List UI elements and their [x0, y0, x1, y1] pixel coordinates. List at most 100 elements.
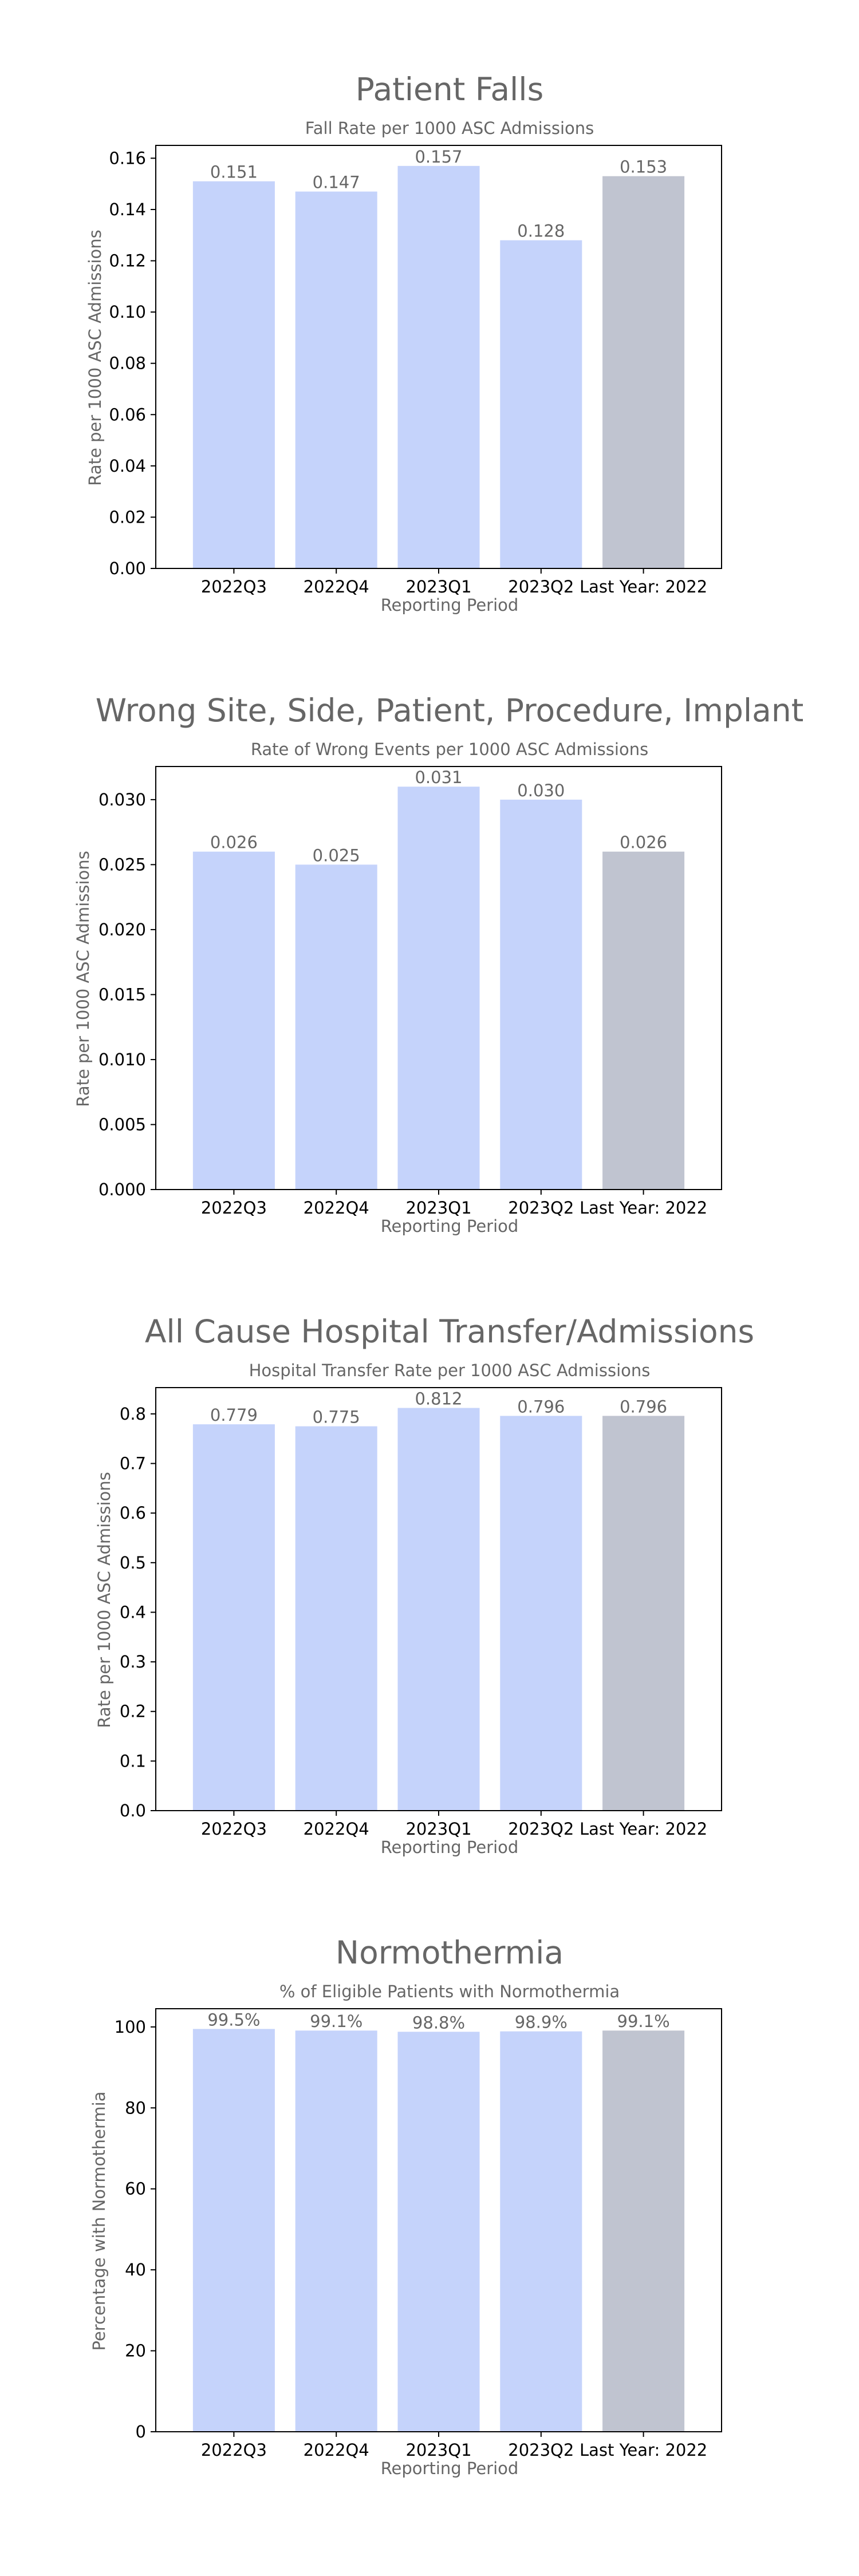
y-tick-label: 0.5: [120, 1553, 146, 1573]
x-tick-label: 2023Q2: [508, 2440, 574, 2460]
x-tick-label: Last Year: 2022: [580, 1819, 707, 1839]
chart-subtitle: Fall Rate per 1000 ASC Admissions: [305, 118, 594, 138]
y-tick-label: 0.4: [120, 1602, 146, 1622]
x-tick-label: Last Year: 2022: [580, 2440, 707, 2460]
bar-2022q3: [192, 851, 275, 1190]
y-tick-label: 0.0: [120, 1801, 146, 1820]
bar-last-year-2022: [602, 2030, 685, 2432]
bar-2023q1: [397, 165, 480, 568]
y-tick-label: 0.2: [120, 1702, 146, 1721]
bar-value-label: 0.025: [313, 846, 360, 865]
bar-value-label: 99.1%: [310, 2012, 362, 2031]
bar-value-label: 0.796: [620, 1397, 667, 1416]
bar-2023q2: [500, 240, 582, 568]
x-axis-label: Reporting Period: [381, 1838, 519, 1857]
bar-value-label: 0.812: [415, 1389, 462, 1409]
plot-frame: [155, 1387, 722, 1811]
y-tick-label: 0.8: [120, 1404, 146, 1424]
bar-value-label: 0.153: [620, 157, 667, 177]
x-tick-label: 2023Q1: [405, 577, 471, 596]
y-tick-label: 0.7: [120, 1454, 146, 1473]
bar-last-year-2022: [602, 176, 685, 568]
y-axis-label: Percentage with Normothermia: [89, 2091, 109, 2350]
y-axis-label: Rate per 1000 ASC Admissions: [73, 851, 93, 1107]
y-tick-label: 0.005: [98, 1115, 146, 1134]
bar-2023q2: [500, 2031, 582, 2432]
y-tick-label: 0.1: [120, 1751, 146, 1771]
y-tick-label: 0.00: [109, 559, 146, 578]
bar-2023q1: [397, 787, 480, 1190]
bar-2022q3: [192, 1424, 275, 1811]
x-tick-label: 2023Q2: [508, 1198, 574, 1218]
y-tick-label: 100: [115, 2017, 146, 2037]
y-tick-label: 0.10: [109, 302, 146, 322]
plot-frame: [155, 145, 722, 569]
bar-value-label: 0.775: [313, 1408, 360, 1427]
chart-title: All Cause Hospital Transfer/Admissions: [145, 1313, 754, 1350]
x-tick-label: 2022Q3: [201, 2440, 267, 2460]
bar-value-label: 99.1%: [617, 2012, 670, 2031]
y-tick-label: 60: [125, 2179, 146, 2199]
plot-frame: [155, 2008, 722, 2432]
bar-2023q2: [500, 1416, 582, 1811]
bar-last-year-2022: [602, 1416, 685, 1811]
x-tick-label: 2022Q4: [304, 1198, 369, 1218]
y-tick-label: 0.020: [98, 920, 146, 939]
plot-frame: [155, 766, 722, 1190]
y-tick-label: 40: [125, 2260, 146, 2279]
y-tick-label: 0.08: [109, 354, 146, 373]
y-tick-label: 0.010: [98, 1050, 146, 1069]
x-axis-label: Reporting Period: [381, 2459, 519, 2478]
bar-value-label: 0.147: [313, 173, 360, 192]
y-tick-label: 0.6: [120, 1503, 146, 1523]
chart-title: Patient Falls: [356, 71, 544, 108]
chart-subtitle: Rate of Wrong Events per 1000 ASC Admiss…: [251, 740, 648, 759]
y-axis-label: Rate per 1000 ASC Admissions: [85, 230, 105, 485]
y-tick-label: 0.02: [109, 507, 146, 527]
chart-title: Normothermia: [336, 1934, 564, 1971]
bar-2022q4: [295, 864, 377, 1190]
bar-value-label: 0.031: [415, 768, 462, 787]
x-tick-label: 2023Q1: [405, 1819, 471, 1839]
y-tick-label: 0.000: [98, 1180, 146, 1199]
bar-value-label: 98.8%: [412, 2013, 465, 2032]
bar-2022q4: [295, 191, 377, 569]
y-tick-label: 80: [125, 2098, 146, 2117]
bar-value-label: 0.779: [210, 1405, 258, 1425]
chart-title: Wrong Site, Side, Patient, Procedure, Im…: [96, 692, 804, 729]
y-tick-label: 0.3: [120, 1652, 146, 1672]
bar-value-label: 0.151: [210, 163, 258, 182]
x-tick-label: 2022Q3: [201, 577, 267, 596]
y-tick-label: 0.030: [98, 790, 146, 809]
x-axis-label: Reporting Period: [381, 1216, 519, 1236]
bar-value-label: 0.128: [517, 222, 565, 241]
x-tick-label: Last Year: 2022: [580, 577, 707, 596]
x-tick-label: Last Year: 2022: [580, 1198, 707, 1218]
x-tick-label: 2023Q2: [508, 1819, 574, 1839]
x-tick-label: 2022Q3: [201, 1198, 267, 1218]
bar-2023q2: [500, 799, 582, 1190]
bar-value-label: 0.030: [517, 781, 565, 800]
y-tick-label: 0.04: [109, 456, 146, 476]
x-tick-label: 2022Q4: [304, 1819, 369, 1839]
bar-value-label: 0.157: [415, 147, 462, 167]
x-tick-label: 2023Q2: [508, 577, 574, 596]
x-tick-label: 2022Q4: [304, 577, 369, 596]
y-axis-label: Rate per 1000 ASC Admissions: [94, 1472, 114, 1728]
bar-2022q4: [295, 1426, 377, 1811]
x-tick-label: 2022Q4: [304, 2440, 369, 2460]
bar-value-label: 99.5%: [207, 2010, 260, 2029]
x-axis-label: Reporting Period: [381, 595, 519, 615]
bar-value-label: 0.796: [517, 1397, 565, 1416]
chart-patient-falls: Patient Falls Fall Rate per 1000 ASC Adm…: [85, 71, 722, 615]
x-tick-label: 2023Q1: [405, 1198, 471, 1218]
bar-2023q1: [397, 2032, 480, 2432]
chart-wrong-site: Wrong Site, Side, Patient, Procedure, Im…: [73, 692, 804, 1236]
chart-subtitle: Hospital Transfer Rate per 1000 ASC Admi…: [249, 1361, 651, 1380]
bar-value-label: 98.9%: [515, 2013, 568, 2032]
y-tick-label: 20: [125, 2341, 146, 2361]
y-tick-label: 0.015: [98, 985, 146, 1004]
y-tick-label: 0.025: [98, 855, 146, 874]
bar-2022q3: [192, 181, 275, 569]
